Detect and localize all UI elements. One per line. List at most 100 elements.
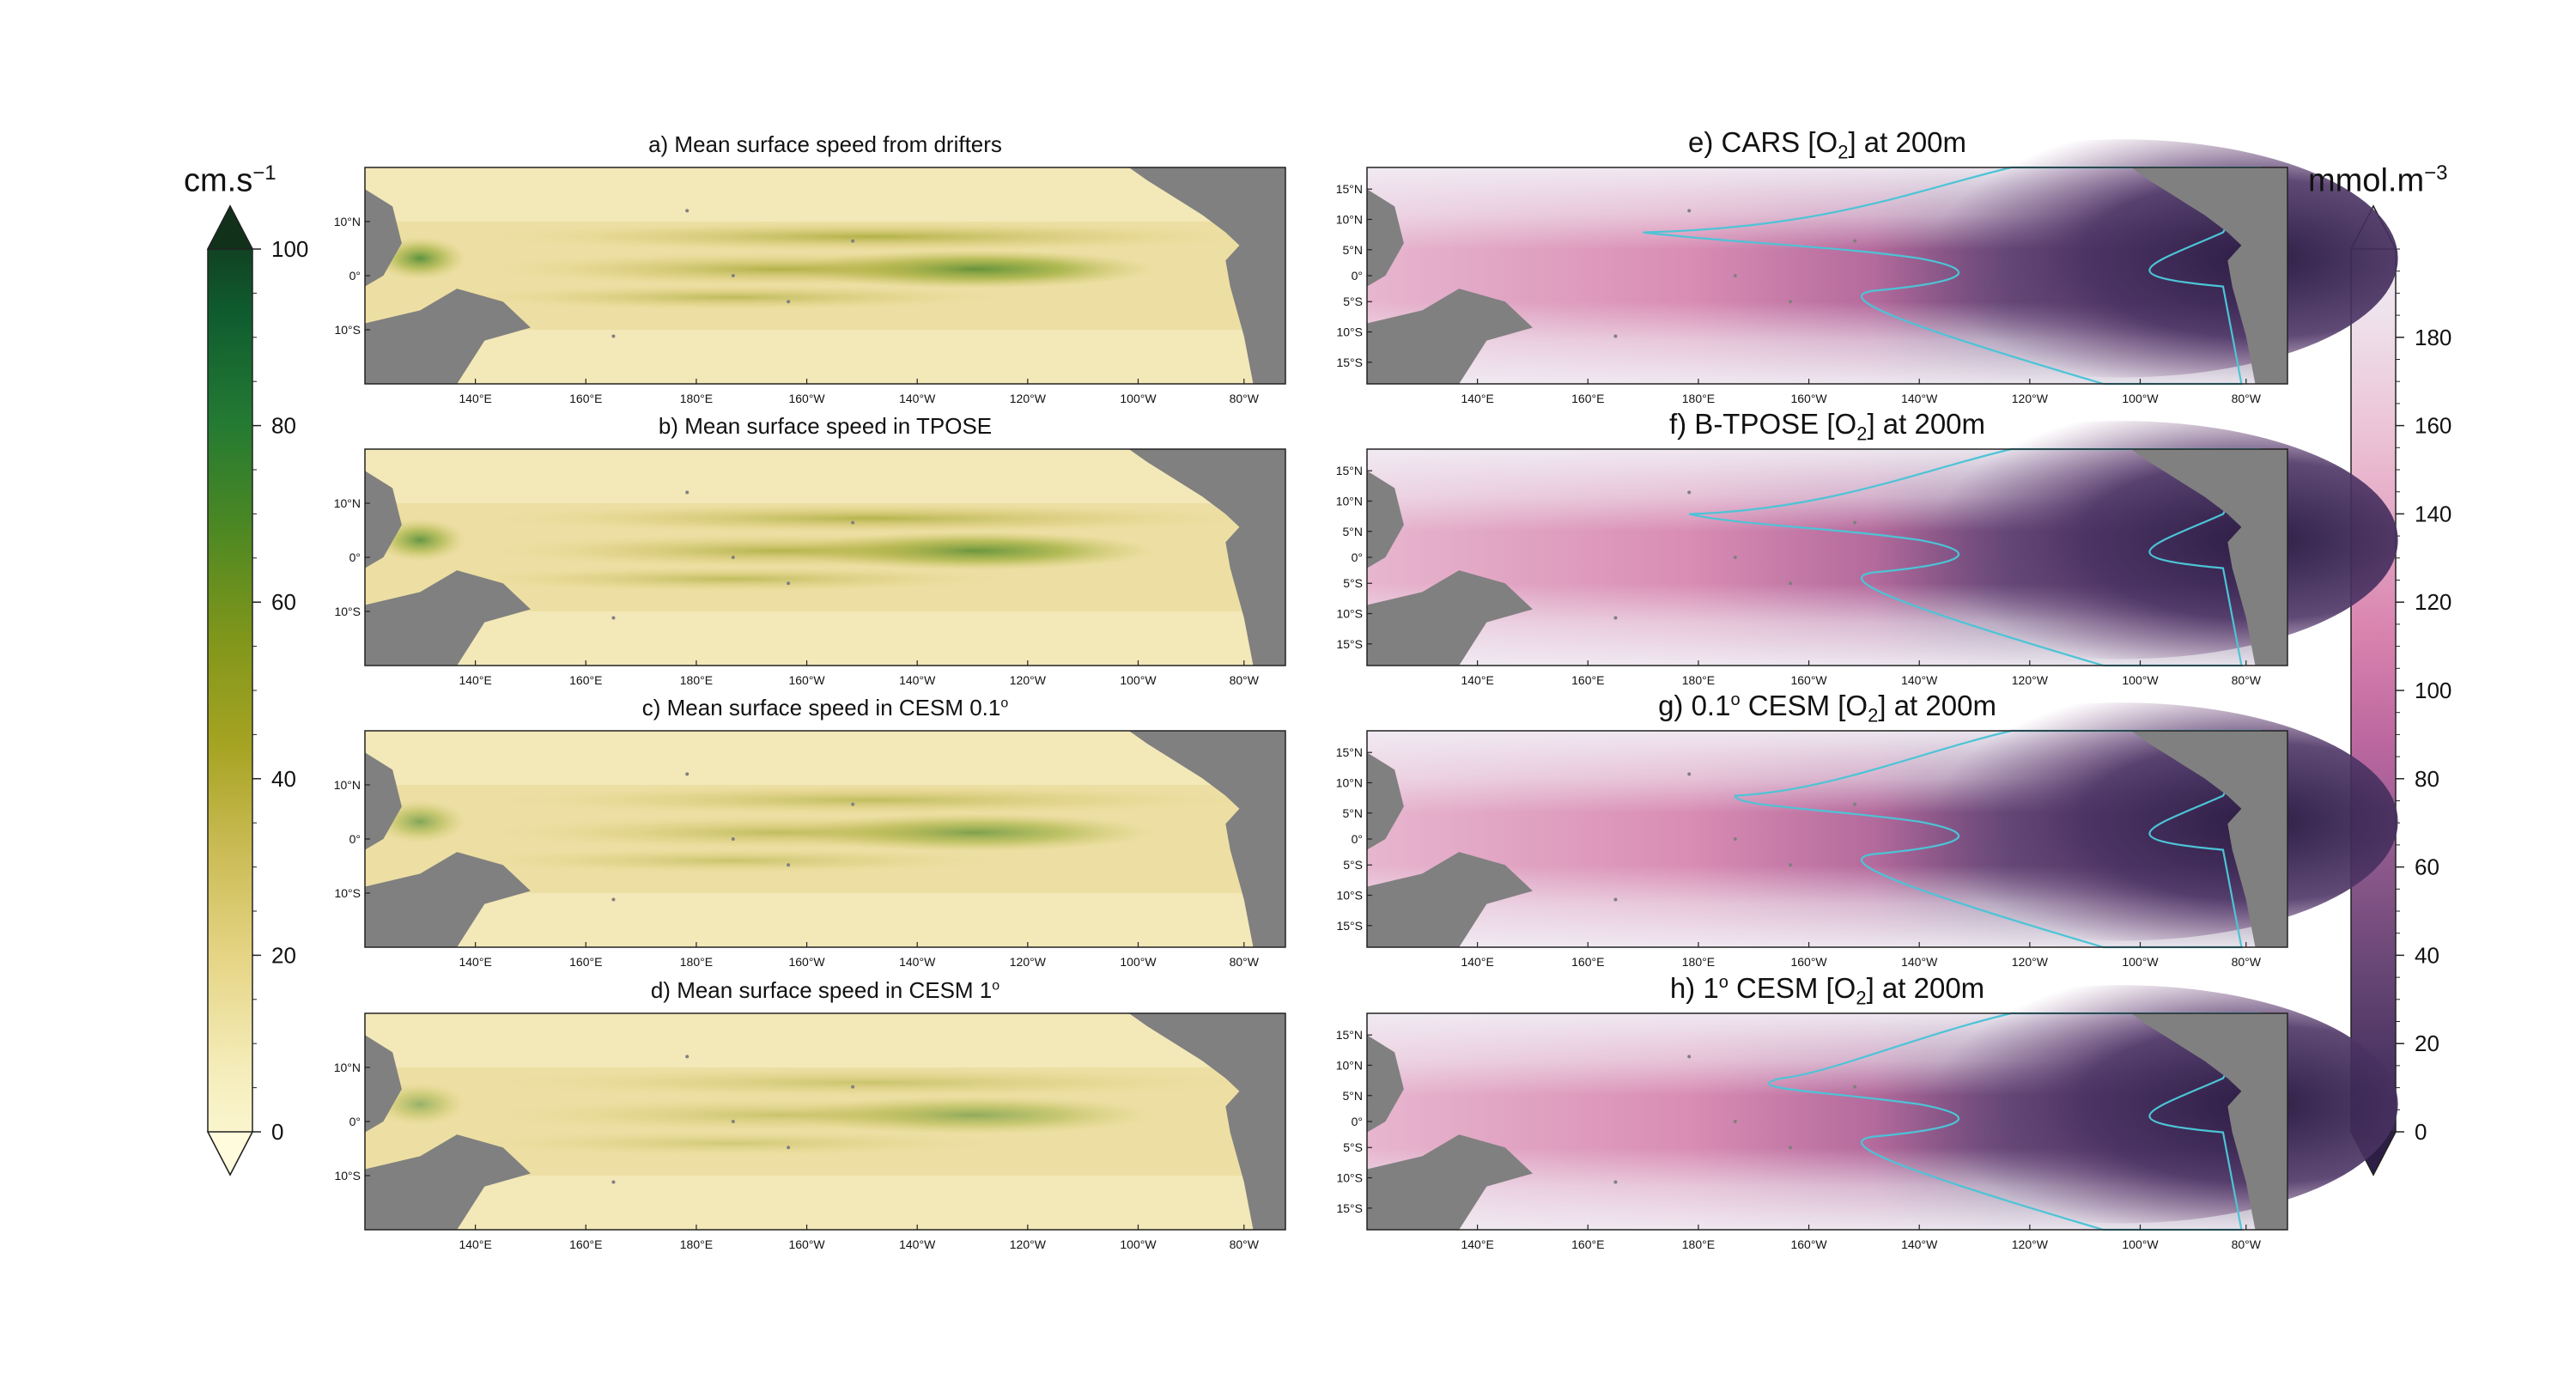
oxygen-panel-island <box>1789 1146 1793 1150</box>
right-colorbar-tick-label: 100 <box>2415 678 2451 703</box>
speed-panel-australia <box>365 1134 531 1230</box>
oxygen-panel-title-pre2: CESM [O <box>1728 972 1856 1004</box>
speed-panel-lon-label: 120°W <box>1010 392 1047 405</box>
oxygen-panel-island <box>1853 520 1857 525</box>
oxygen-panel-lat-label: 15°S <box>1336 1201 1363 1215</box>
oxygen-panel-americas <box>2130 167 2287 384</box>
speed-panel-island <box>611 334 616 338</box>
speed-panel-lon-label: 140°E <box>459 955 491 969</box>
right-colorbar-tick-label: 160 <box>2415 413 2451 439</box>
speed-panel-b: 140°E 160°E 180°E 160°W 140°W 120°W 100°W 80°W 1… <box>334 448 1286 687</box>
oxygen-panel-title-pre2: CESM [O <box>1740 690 1868 721</box>
speed-panel-d: 140°E 160°E 180°E 160°W 140°W 120°W 100°W 80°W 1… <box>334 1012 1286 1251</box>
oxygen-panel-title-degree: o <box>1718 973 1728 992</box>
speed-panel-lon-label: 100°W <box>1120 955 1157 969</box>
speed-panel-island <box>851 520 855 525</box>
speed-panel-sec-south <box>457 848 1010 874</box>
speed-panel-island <box>611 616 616 620</box>
speed-panel-island <box>787 581 791 586</box>
oxygen-panel-title-post: ] at 200m <box>1848 126 1967 158</box>
oxygen-panel-lon-label: 140°E <box>1461 673 1493 687</box>
oxygen-panel-title-post: ] at 200m <box>1878 690 1996 721</box>
right-colorbar-tick-label: 180 <box>2415 325 2451 350</box>
speed-panel-lon-label: 140°E <box>459 392 491 405</box>
speed-panel-lon-label: 160°E <box>569 392 602 405</box>
speed-panel-lat-label: 10°S <box>334 886 361 900</box>
oxygen-panel-lon-label: 80°W <box>2232 673 2262 687</box>
oxygen-panel-title-subscript: 2 <box>1856 423 1868 445</box>
oxygen-panel-lat-label: 10°N <box>1336 212 1363 226</box>
left-colorbar-tick-label: 20 <box>271 942 296 968</box>
speed-panel-title-letter: a) <box>648 131 669 157</box>
oxygen-panel-contour <box>1643 166 2262 386</box>
speed-panel-australia <box>365 289 531 384</box>
speed-panel-sec-south <box>457 284 1010 311</box>
oxygen-panel-title-degree: o <box>1730 690 1741 709</box>
speed-panel-title-letter: d) <box>650 977 671 1003</box>
oxygen-panel-lon-label: 140°W <box>1901 392 1938 405</box>
speed-panel-lat-label: 10°N <box>334 778 361 792</box>
oxygen-panel-lon-label: 120°W <box>2012 955 2049 969</box>
speed-panel-asia <box>365 189 402 287</box>
right-colorbar-tick-label: 120 <box>2415 589 2451 615</box>
oxygen-panel-lon-label: 100°W <box>2122 1237 2159 1251</box>
speed-panel-lat-label: 10°S <box>334 1169 361 1182</box>
oxygen-panel-g: 140°E 160°E 180°E 160°W 140°W 120°W 100°W 80°W 1… <box>1336 702 2398 969</box>
left-colorbar-bottom-extend <box>206 1131 254 1176</box>
left-colorbar-tick-label: 40 <box>271 766 296 792</box>
speed-panel-lat-label: 10°S <box>334 323 361 337</box>
speed-panel-lon-label: 160°W <box>788 392 825 405</box>
speed-panel-island <box>851 802 855 806</box>
oxygen-panel-e: 140°E 160°E 180°E 160°W 140°W 120°W 100°W 80°W 1… <box>1336 139 2398 405</box>
speed-panel-lon-label: 180°E <box>680 673 713 687</box>
oxygen-panel-lat-label: 10°S <box>1336 1171 1363 1185</box>
oxygen-panel-island <box>1687 772 1692 776</box>
right-colorbar-unit-main: mmol.m <box>2308 162 2425 199</box>
speed-panel-title-letter: c) <box>641 695 661 720</box>
oxygen-panel-title-post: ] at 200m <box>1866 972 1985 1004</box>
right-colorbar-tick-label: 20 <box>2415 1030 2439 1056</box>
oxygen-panel-lat-label: 5°S <box>1343 576 1363 590</box>
speed-panel-sec <box>484 1097 1074 1133</box>
speed-panel-lon-label: 160°W <box>788 955 825 969</box>
speed-panel-sec-south <box>457 566 1010 593</box>
right-colorbar-bar <box>2350 204 2397 1176</box>
speed-panel-lon-label: 160°W <box>788 673 825 687</box>
oxygen-panel-lat-label: 0° <box>1352 1115 1363 1128</box>
oxygen-panel-island <box>1853 239 1857 243</box>
speed-panel-lon-label: 80°W <box>1230 673 1260 687</box>
oxygen-panel-lat-label: 10°N <box>1336 775 1363 789</box>
speed-panel-island <box>787 863 791 867</box>
oxygen-panel-lat-label: 15°S <box>1336 356 1363 369</box>
speed-panel-title-text: Mean surface speed in CESM 1 <box>677 977 993 1003</box>
oxygen-panel-island <box>1687 209 1692 213</box>
left-colorbar-tick-label: 80 <box>271 413 296 439</box>
oxygen-panel-lat-label: 15°S <box>1336 637 1363 651</box>
oxygen-panel-lon-label: 120°W <box>2012 1237 2049 1251</box>
speed-panel-americas <box>1128 1013 1285 1230</box>
oxygen-panel-americas <box>2130 449 2287 666</box>
oxygen-panel-island <box>1853 802 1857 806</box>
speed-panel-sec <box>484 533 1074 568</box>
oxygen-panel-australia <box>1367 852 1533 947</box>
oxygen-panel-lon-label: 160°E <box>1571 673 1604 687</box>
right-colorbar-unit-exp: −3 <box>2424 161 2448 185</box>
speed-panel-island <box>731 556 735 559</box>
oxygen-panel-title-subscript: 2 <box>1856 987 1867 1009</box>
speed-panel-necc <box>484 785 1258 816</box>
oxygen-panel-lon-label: 180°E <box>1682 955 1715 969</box>
oxygen-panel-lon-label: 140°W <box>1901 955 1938 969</box>
oxygen-panel-omz <box>1845 702 2398 941</box>
speed-panel-lat-label: 10°N <box>334 215 361 228</box>
speed-panel-lat-label: 10°N <box>334 1061 361 1074</box>
left-colorbar-unit-exp: −1 <box>252 161 276 185</box>
speed-panel-title: a) Mean surface speed from drifters <box>365 131 1285 158</box>
speed-panel-lon-label: 120°W <box>1010 1237 1047 1251</box>
speed-panel-necc <box>484 503 1258 534</box>
speed-panel-island <box>611 1180 616 1184</box>
speed-panel-island <box>685 772 690 776</box>
speed-panel-title-degree: o <box>992 978 1000 994</box>
oxygen-panel-title-pre: g) 0.1 <box>1658 690 1731 721</box>
oxygen-panel-lon-label: 140°W <box>1901 673 1938 687</box>
